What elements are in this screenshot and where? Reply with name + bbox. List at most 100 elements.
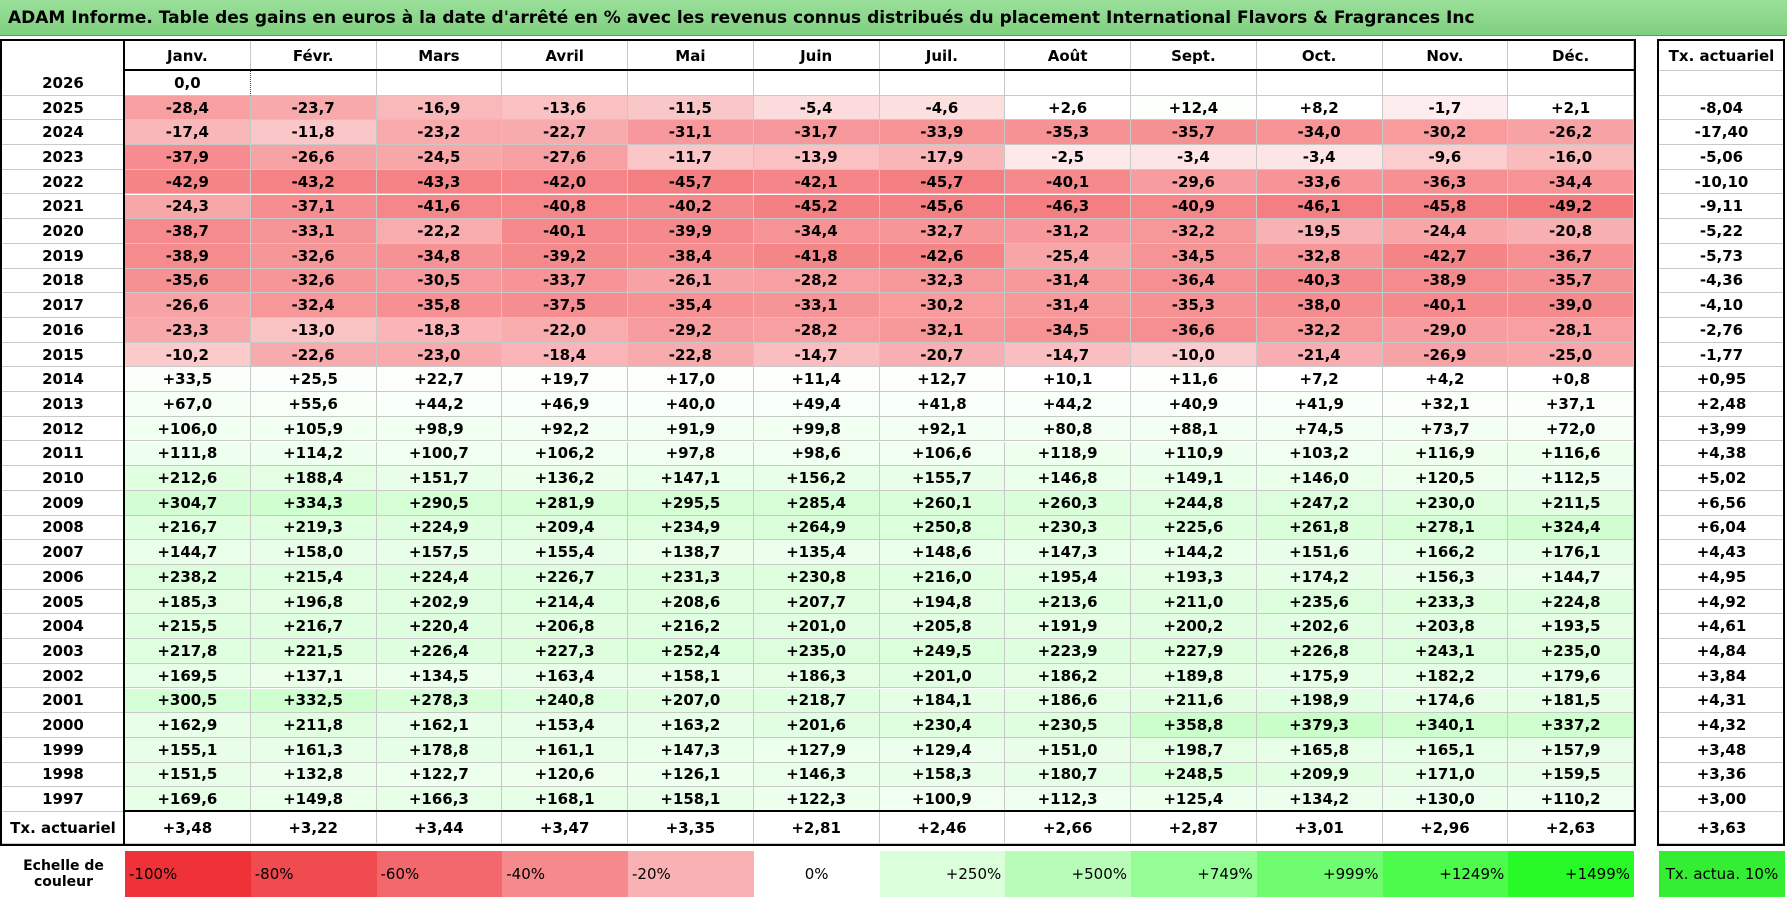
gain-cell: +198,7 <box>1131 737 1257 763</box>
tx-cell: +3,84 <box>1659 663 1785 689</box>
gain-cell: +110,9 <box>1131 441 1257 467</box>
gain-cell: +240,8 <box>502 688 628 714</box>
gain-cell: +209,9 <box>1256 762 1383 788</box>
tx-cell: +4,43 <box>1659 540 1785 565</box>
gain-cell: +158,1 <box>628 787 754 812</box>
scale-item: +1249% <box>1382 851 1509 897</box>
gain-cell: +44,2 <box>1005 392 1131 417</box>
tx-cell: +3,48 <box>1659 737 1785 763</box>
title: ADAM Informe. Table des gains en euros à… <box>0 0 1787 36</box>
gain-cell: +19,7 <box>502 367 628 393</box>
gain-cell: +182,2 <box>1382 663 1509 689</box>
gain-cell: +11,6 <box>1131 367 1257 393</box>
gain-cell: -33,6 <box>1256 169 1383 195</box>
gain-cell: +379,3 <box>1256 713 1383 738</box>
gain-cell: +202,9 <box>376 589 503 615</box>
gain-cell: +193,3 <box>1131 565 1257 590</box>
gain-cell: +153,4 <box>502 713 628 738</box>
year: 2014 <box>2 367 125 393</box>
tx-cell: +4,61 <box>1659 614 1785 640</box>
gain-cell: -33,1 <box>250 219 377 244</box>
gain-cell: +158,0 <box>250 540 377 565</box>
tx-cell: +4,92 <box>1659 589 1785 615</box>
gain-cell: -10,2 <box>125 342 251 368</box>
gain-cell: -42,0 <box>502 169 628 195</box>
gain-cell: +230,5 <box>1005 713 1131 738</box>
gain-cell: -36,3 <box>1382 169 1509 195</box>
gain-cell: +166,2 <box>1382 540 1509 565</box>
year: 2022 <box>2 169 125 195</box>
scale-tx: Tx. actua. 10% <box>1659 851 1785 897</box>
gain-cell: +165,8 <box>1256 737 1383 763</box>
gain-cell: -31,7 <box>753 120 880 146</box>
gain-cell: +158,3 <box>879 762 1006 788</box>
gain-cell: +230,8 <box>753 565 880 590</box>
gain-cell: +146,3 <box>753 762 880 788</box>
gain-cell: +185,3 <box>125 589 251 615</box>
gain-cell: -42,7 <box>1382 243 1509 269</box>
gain-cell: -49,2 <box>1508 194 1634 220</box>
gain-cell: +125,4 <box>1131 787 1257 812</box>
gain-cell: +132,8 <box>250 762 377 788</box>
gain-cell: +97,8 <box>628 441 754 467</box>
total-cell: +3,01 <box>1256 812 1383 844</box>
gain-cell: -22,8 <box>628 342 754 368</box>
gain-cell: -22,7 <box>502 120 628 146</box>
gain-cell: -38,9 <box>125 243 251 269</box>
gain-cell: -3,4 <box>1131 145 1257 170</box>
gain-cell: +151,7 <box>376 466 503 491</box>
month-header: Mars <box>376 41 503 71</box>
gain-cell: +234,9 <box>628 515 754 541</box>
gain-cell: +118,9 <box>1005 441 1131 467</box>
tx-cell: +3,99 <box>1659 416 1785 442</box>
gain-cell: -30,2 <box>879 293 1006 318</box>
gain-cell: +166,3 <box>376 787 503 812</box>
gain-cell: -41,6 <box>376 194 503 220</box>
gain-cell: +40,0 <box>628 392 754 417</box>
gain-cell: +37,1 <box>1508 392 1634 417</box>
gain-cell: -42,6 <box>879 243 1006 269</box>
total-tx: +3,63 <box>1659 812 1785 844</box>
gain-cell: 0,0 <box>125 71 251 96</box>
gain-cell: +41,8 <box>879 392 1006 417</box>
gain-cell: -23,2 <box>376 120 503 146</box>
gain-cell: -32,2 <box>1256 318 1383 343</box>
gain-cell: +264,9 <box>753 515 880 541</box>
gain-cell: +230,0 <box>1382 490 1509 516</box>
gain-cell: +201,0 <box>753 614 880 640</box>
scale-item: +250% <box>879 851 1006 897</box>
gain-cell: +161,3 <box>250 737 377 763</box>
tx-cell: +4,84 <box>1659 639 1785 664</box>
scale-item: +999% <box>1256 851 1383 897</box>
gain-cell: +169,6 <box>125 787 251 812</box>
gain-cell: -34,5 <box>1131 243 1257 269</box>
gain-cell: -26,6 <box>250 145 377 170</box>
gain-cell: -32,6 <box>250 243 377 269</box>
total-cell: +3,35 <box>628 812 754 844</box>
gain-cell: -19,5 <box>1256 219 1383 244</box>
tx-cell: -2,76 <box>1659 318 1785 343</box>
gain-cell: +220,4 <box>376 614 503 640</box>
gain-cell: -36,4 <box>1131 268 1257 294</box>
gain-cell: +243,1 <box>1382 639 1509 664</box>
month-header: Avril <box>502 41 628 71</box>
gain-cell: -11,5 <box>628 95 754 121</box>
gain-cell: -21,4 <box>1256 342 1383 368</box>
gain-cell: +169,5 <box>125 663 251 689</box>
gain-cell: -25,4 <box>1005 243 1131 269</box>
gain-cell: +2,6 <box>1005 95 1131 121</box>
gain-cell: -5,4 <box>753 95 880 121</box>
gain-cell: +209,4 <box>502 515 628 541</box>
month-header: Mai <box>628 41 754 71</box>
gain-cell: +25,5 <box>250 367 377 393</box>
gain-cell: +196,8 <box>250 589 377 615</box>
gain-cell: -18,4 <box>502 342 628 368</box>
gain-cell: +216,7 <box>250 614 377 640</box>
gain-cell: +213,6 <box>1005 589 1131 615</box>
gain-cell: +324,4 <box>1508 515 1634 541</box>
gain-cell <box>502 71 628 96</box>
gain-cell: +206,8 <box>502 614 628 640</box>
gain-cell: -14,7 <box>753 342 880 368</box>
gain-cell: +226,4 <box>376 639 503 664</box>
